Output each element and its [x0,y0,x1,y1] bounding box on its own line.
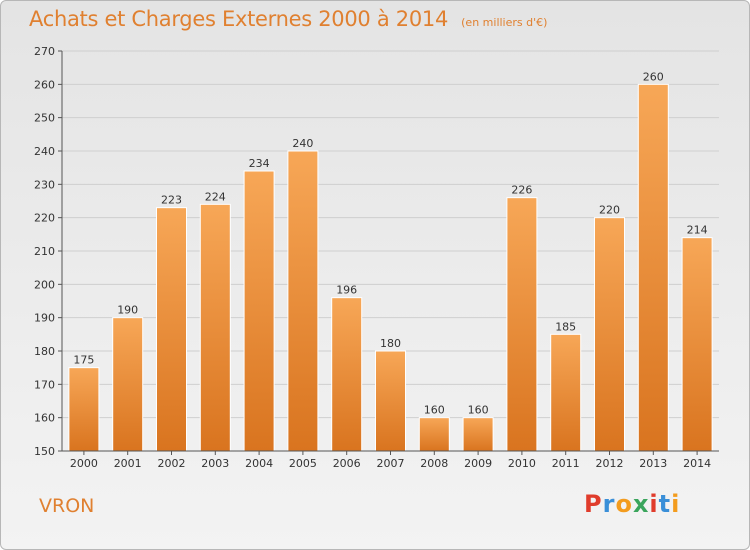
y-tick-label: 230 [34,178,55,191]
bar-value-label: 223 [161,194,182,207]
x-tick-label: 2007 [377,457,405,470]
x-tick-label: 2012 [596,457,624,470]
bar-value-label: 226 [511,184,532,197]
bar [550,333,582,452]
bar-value-label: 240 [292,137,313,150]
bar [506,197,538,452]
x-tick-label: 2001 [114,457,142,470]
y-tick-label: 150 [34,445,55,458]
brand-letter: x [632,490,650,518]
bar-value-label: 260 [643,70,664,83]
y-tick-label: 160 [34,412,55,425]
bar-value-label: 180 [380,337,401,350]
bar-value-label: 220 [599,204,620,217]
brand-letter: P [584,490,603,518]
bar [418,417,450,452]
y-tick-label: 210 [34,245,55,258]
x-tick-label: 2003 [201,457,229,470]
bar [375,350,406,452]
bar [681,237,713,452]
y-tick-label: 240 [34,145,55,158]
y-tick-label: 170 [34,378,55,391]
bar-value-label: 160 [424,404,445,417]
bar [243,170,275,452]
y-tick-label: 220 [34,212,55,225]
bar-value-label: 190 [117,304,138,317]
brand-letter: o [615,490,633,518]
y-tick-label: 260 [34,78,55,91]
chart-title: Achats et Charges Externes 2000 à 2014 [29,7,449,31]
x-tick-label: 2013 [639,457,667,470]
brand-letter: t [658,490,672,518]
y-tick-label: 180 [34,345,55,358]
x-tick-label: 2014 [683,457,711,470]
x-tick-label: 2011 [552,457,580,470]
brand-letter: i [671,490,681,518]
x-tick-label: 2005 [289,457,317,470]
x-tick-label: 2006 [333,457,361,470]
bar-value-label: 234 [249,157,270,170]
bar [287,150,319,452]
commune-name: VRON [39,495,95,517]
bar-value-label: 196 [336,284,357,297]
bar-value-label: 185 [555,320,576,333]
y-tick-label: 250 [34,112,55,125]
bar [594,217,625,452]
y-tick-label: 200 [34,278,55,291]
bar [156,207,187,452]
bar-value-label: 175 [73,354,94,367]
y-tick-label: 270 [34,45,55,58]
x-tick-label: 2008 [420,457,448,470]
x-tick-label: 2009 [464,457,492,470]
bar [331,297,363,452]
bar [637,83,669,452]
bar-value-label: 224 [205,190,226,203]
x-tick-label: 2004 [245,457,273,470]
bar-value-label: 160 [468,404,489,417]
bar [112,317,144,452]
bar [68,367,100,452]
bar [462,417,494,452]
proxiti-logo: Proxiti [584,490,680,518]
brand-letter: i [649,490,659,518]
title-row: Achats et Charges Externes 2000 à 2014 (… [29,7,547,31]
bar [199,203,231,452]
x-tick-label: 2002 [158,457,186,470]
x-tick-label: 2010 [508,457,536,470]
brand-letter: r [602,490,616,518]
bar-value-label: 214 [687,224,708,237]
x-tick-label: 2000 [70,457,98,470]
y-tick-label: 190 [34,312,55,325]
chart-subtitle: (en milliers d'€) [461,16,548,29]
